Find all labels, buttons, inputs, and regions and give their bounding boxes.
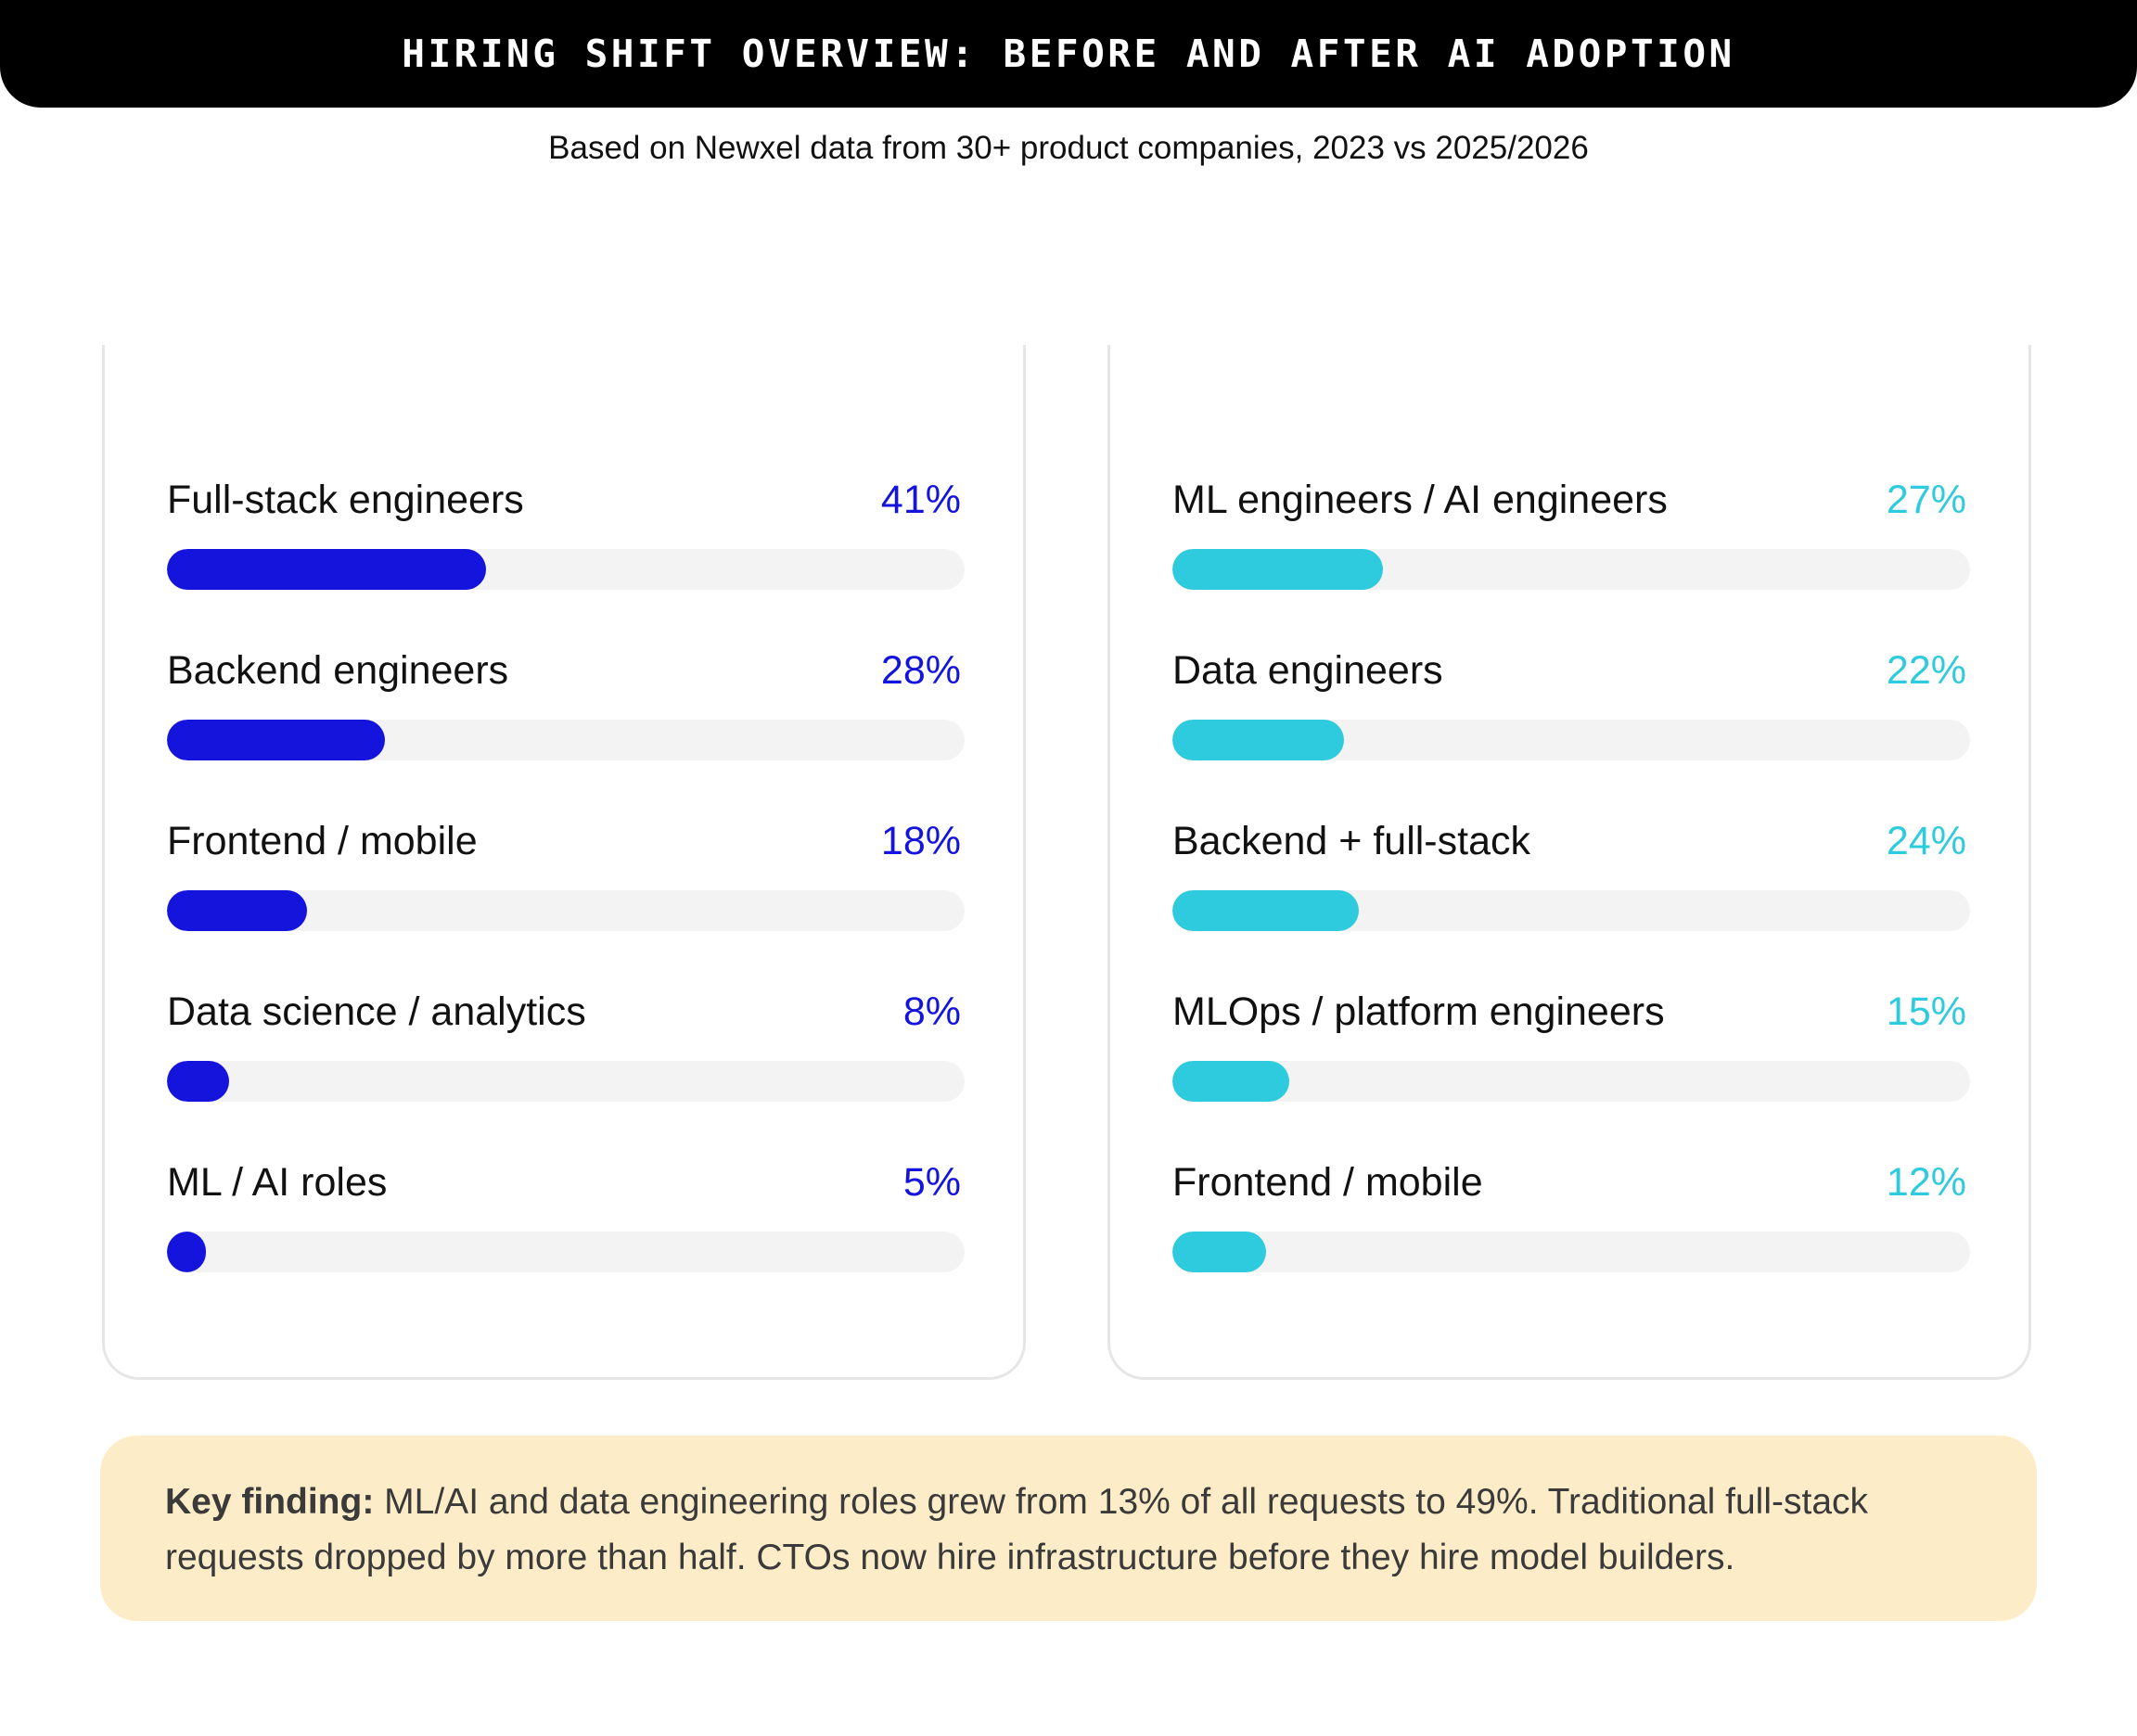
title-bar: HIRING SHIFT OVERVIEW: BEFORE AND AFTER …: [0, 0, 2137, 108]
after-bar-track: [1172, 720, 1970, 760]
before-bar-track: [167, 1232, 965, 1272]
after-bar-label: Data engineers: [1172, 648, 1443, 693]
after-bar: [1172, 549, 1383, 590]
after-bar-track: [1172, 890, 1970, 931]
before-bar-label: ML / AI roles: [167, 1160, 388, 1205]
after-bar-value-label: 24%: [1886, 819, 1966, 863]
page-subtitle: Based on Newxel data from 30+ product co…: [548, 130, 1589, 166]
before-bar-track: [167, 1061, 965, 1102]
after-bar-value-label: 27%: [1886, 478, 1966, 522]
after-panel: [1107, 345, 2031, 1380]
before-bar-value-label: 28%: [880, 648, 961, 693]
page-title: HIRING SHIFT OVERVIEW: BEFORE AND AFTER …: [402, 32, 1735, 76]
after-bar-track: [1172, 549, 1970, 590]
before-bar: [167, 1061, 229, 1102]
before-panel-header: Before AI adoption (2022-2023): [100, 297, 1031, 382]
after-bar-track: [1172, 1232, 1970, 1272]
before-panel: [102, 345, 1026, 1380]
after-bar: [1172, 720, 1344, 760]
before-bar-value-label: 41%: [880, 478, 961, 522]
before-bar-track: [167, 720, 965, 760]
key-finding-box: Key finding: ML/AI and data engineering …: [100, 1436, 2037, 1621]
after-panel-header: After AI adoption (2025-2026): [1106, 297, 2037, 382]
before-bar-track: [167, 890, 965, 931]
after-bar-value-label: 15%: [1886, 989, 1966, 1034]
before-bar: [167, 890, 307, 931]
after-bar: [1172, 1232, 1266, 1272]
after-bar-track: [1172, 1061, 1970, 1102]
key-finding-label: Key finding:: [165, 1482, 375, 1522]
after-bar-value-label: 12%: [1886, 1160, 1966, 1205]
key-finding-text: ML/AI and data engineering roles grew fr…: [165, 1482, 1869, 1577]
after-bar-label: ML engineers / AI engineers: [1172, 478, 1668, 522]
after-bar: [1172, 890, 1359, 931]
before-bar: [167, 549, 486, 590]
after-bar-label: MLOps / platform engineers: [1172, 989, 1665, 1034]
before-bar-track: [167, 549, 965, 590]
before-bar: [167, 720, 385, 760]
after-panel-title: After AI adoption (2025-2026): [1174, 315, 1968, 364]
before-bar-value-label: 5%: [902, 1160, 961, 1205]
before-bar-value-label: 8%: [902, 989, 961, 1034]
before-bar-value-label: 18%: [880, 819, 961, 863]
after-bar-label: Backend + full-stack: [1172, 819, 1530, 863]
after-bar-value-label: 22%: [1886, 648, 1966, 693]
before-bar: [167, 1232, 206, 1272]
before-bar-label: Frontend / mobile: [167, 819, 478, 863]
before-bar-label: Data science / analytics: [167, 989, 586, 1034]
before-bar-label: Full-stack engineers: [167, 478, 524, 522]
before-panel-title: Before AI adoption (2022-2023): [155, 315, 977, 364]
after-bar-label: Frontend / mobile: [1172, 1160, 1483, 1205]
before-bar-label: Backend engineers: [167, 648, 509, 693]
after-bar: [1172, 1061, 1289, 1102]
